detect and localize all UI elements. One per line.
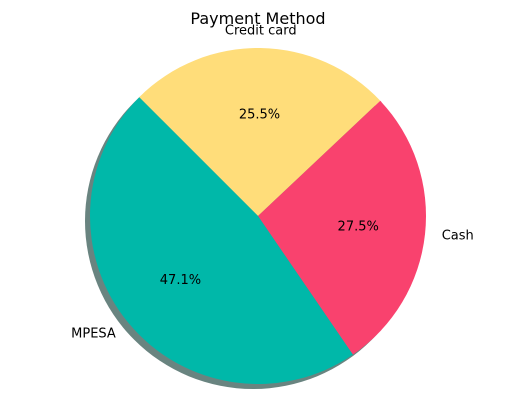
pie-labels: 25.5% Credit card 27.5% Cash 47.1% MPESA <box>71 24 474 342</box>
pie-slice-cash <box>258 100 426 355</box>
pie-slices <box>90 47 426 385</box>
slice-label-credit-card: Credit card <box>225 24 297 39</box>
slice-label-cash: Cash <box>442 228 474 243</box>
pie-slice-mpesa <box>90 97 353 385</box>
pct-label-credit-card: 25.5% <box>239 108 280 123</box>
chart-title: Payment Method <box>190 9 325 28</box>
pct-label-mpesa: 47.1% <box>160 273 201 288</box>
slice-label-mpesa: MPESA <box>71 327 116 342</box>
pie-slice-credit-card <box>139 47 381 216</box>
pct-label-cash: 27.5% <box>338 219 379 234</box>
